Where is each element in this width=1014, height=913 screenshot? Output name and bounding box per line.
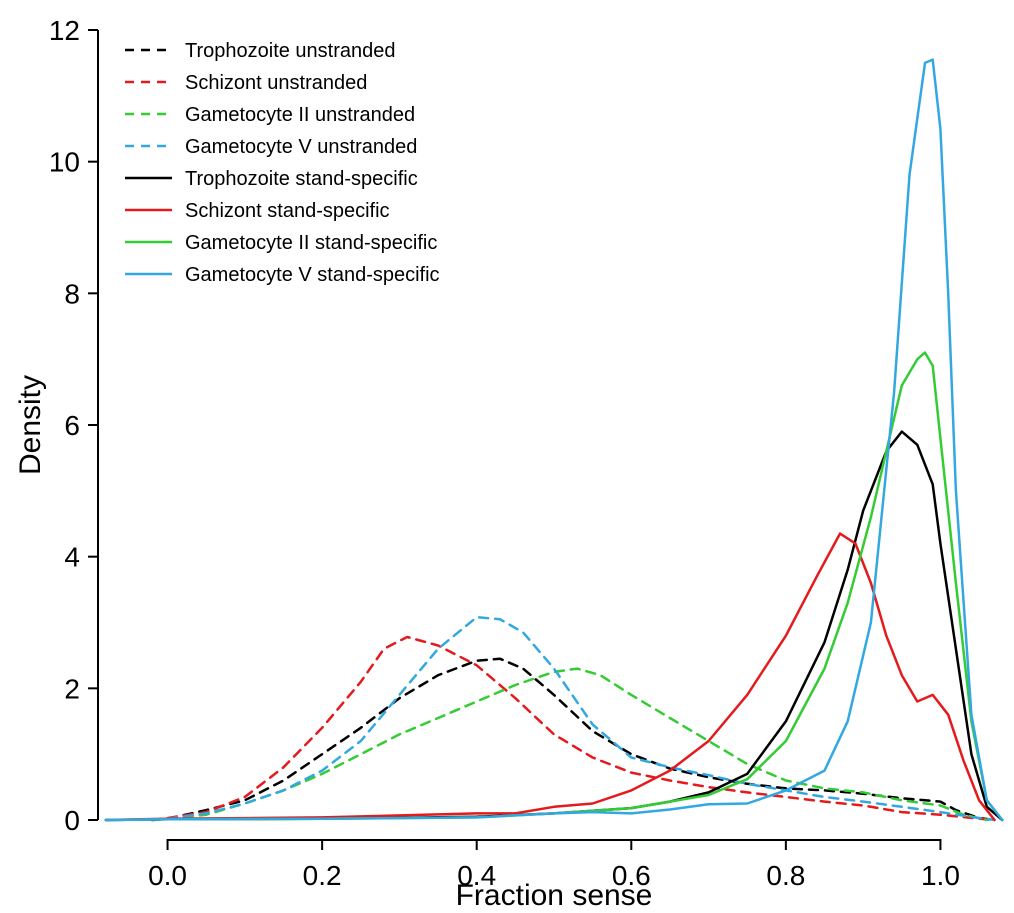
series-line-2	[150, 667, 989, 822]
y-tick-label: 0	[64, 805, 80, 836]
x-tick-label: 1.0	[921, 860, 960, 891]
y-tick-label: 4	[64, 542, 80, 573]
legend-label-0: Trophozoite unstranded	[185, 40, 396, 62]
y-tick-label: 8	[64, 278, 80, 309]
legend: Trophozoite unstranded Schizont unstrande…	[125, 40, 440, 286]
series-line-6	[104, 351, 1004, 822]
legend-label-4: Trophozoite stand-specific	[185, 168, 418, 190]
legend-label-2: Gametocyte II unstranded	[185, 104, 415, 126]
y-tick-label: 12	[49, 15, 80, 46]
legend-label-3: Gametocyte V unstranded	[185, 136, 417, 158]
legend-label-6: Gametocyte II stand-specific	[185, 232, 437, 254]
x-tick-label: 0.2	[303, 860, 342, 891]
y-tick-label: 10	[49, 147, 80, 178]
y-tick-label: 2	[64, 673, 80, 704]
y-tick-label: 6	[64, 410, 80, 441]
legend-label-1: Schizont unstranded	[185, 72, 367, 94]
x-tick-label: 0.4	[457, 860, 496, 891]
x-axis-title: Fraction sense	[456, 879, 653, 912]
y-axis-title: Density	[14, 375, 47, 475]
series-line-1	[150, 635, 996, 822]
legend-label-5: Schizont stand-specific	[185, 200, 390, 222]
series-line-7	[104, 58, 1004, 822]
series-line-5	[104, 532, 996, 822]
series-line-4	[104, 430, 1004, 822]
x-tick-label: 0.6	[612, 860, 651, 891]
series-line-3	[150, 615, 996, 822]
series-line-0	[150, 657, 996, 822]
x-tick-label: 0.8	[766, 860, 805, 891]
x-tick-label: 0.0	[148, 860, 187, 891]
axes: 0 2 4 6 8 10 12 0.0 0.2 0.4 0.6 0.8 1.0	[49, 15, 960, 891]
plot-lines	[104, 58, 1004, 822]
legend-label-7: Gametocyte V stand-specific	[185, 264, 440, 286]
